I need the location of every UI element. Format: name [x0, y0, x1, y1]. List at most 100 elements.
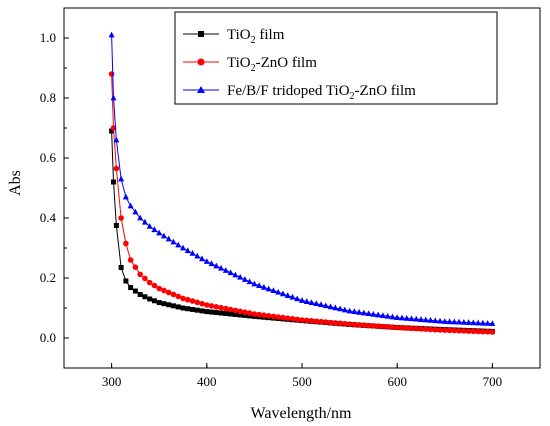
data-point: [341, 306, 348, 313]
data-point: [332, 304, 339, 311]
data-point: [384, 324, 391, 330]
data-point: [246, 310, 253, 316]
data-point: [190, 306, 196, 312]
legend-marker-square-icon: [198, 31, 204, 37]
data-point: [184, 247, 191, 254]
series-1: [108, 71, 496, 335]
data-point: [284, 292, 291, 298]
data-point: [213, 304, 220, 310]
data-point: [170, 291, 177, 298]
data-point: [356, 308, 363, 315]
data-point: [199, 308, 205, 314]
data-point: [175, 241, 182, 248]
data-point: [223, 311, 229, 317]
data-point: [142, 294, 148, 300]
data-point: [461, 328, 467, 334]
data-point: [232, 307, 239, 314]
data-point: [213, 310, 219, 316]
y-tick-label: 0.0: [40, 330, 56, 345]
data-point: [151, 282, 158, 289]
data-point: [346, 307, 353, 314]
data-point: [147, 296, 153, 302]
data-point: [160, 232, 167, 239]
data-point: [108, 31, 115, 38]
legend-label-fe-b-f: Fe/B/F tridoped TiO2-ZnO film: [227, 83, 416, 102]
data-point: [189, 298, 196, 304]
data-point: [475, 328, 481, 335]
data-point: [403, 314, 410, 321]
data-point: [413, 315, 420, 322]
data-point: [265, 313, 272, 319]
data-point: [175, 293, 182, 300]
data-point: [303, 317, 310, 324]
data-point: [299, 317, 305, 323]
data-point: [370, 310, 377, 317]
data-point: [127, 202, 134, 209]
data-point: [194, 252, 201, 259]
data-point: [399, 324, 405, 331]
data-point: [118, 215, 124, 221]
data-point: [166, 302, 172, 308]
data-point: [389, 313, 396, 320]
legend-entry-tio2: TiO2 film: [183, 27, 285, 46]
data-point: [437, 327, 443, 333]
y-tick-label: 0.6: [40, 150, 57, 165]
data-point: [170, 303, 176, 309]
y-tick-label: 0.8: [40, 90, 56, 105]
data-point: [465, 328, 472, 334]
legend-label-tio2: TiO2 film: [227, 27, 285, 46]
data-point: [161, 287, 167, 294]
legend-entry-fe-b-f: Fe/B/F tridoped TiO2-ZnO film: [183, 83, 416, 102]
data-point: [375, 323, 381, 329]
data-point: [451, 327, 458, 334]
data-point: [113, 165, 120, 172]
data-point: [432, 326, 439, 333]
x-tick-label: 300: [102, 374, 122, 389]
data-point: [489, 329, 496, 335]
data-point: [446, 318, 453, 325]
data-point: [132, 264, 139, 271]
data-point: [479, 319, 486, 326]
data-point: [323, 319, 329, 325]
data-point: [465, 319, 472, 325]
data-point: [484, 319, 491, 326]
data-point: [137, 292, 143, 297]
data-point: [351, 321, 358, 328]
data-point: [118, 265, 124, 270]
legend-entry-tio2-zno: TiO2-ZnO film: [183, 55, 317, 74]
data-point: [165, 289, 172, 296]
data-point: [437, 317, 444, 324]
data-point: [175, 304, 181, 310]
data-point: [237, 273, 244, 280]
data-point: [247, 313, 253, 319]
data-point: [389, 324, 396, 330]
data-point: [337, 305, 344, 312]
data-point: [199, 255, 206, 262]
data-point: [218, 264, 225, 271]
data-point: [480, 328, 486, 335]
data-point: [165, 235, 172, 242]
data-point: [132, 288, 138, 294]
data-point: [241, 276, 248, 282]
y-tick-label: 1.0: [40, 30, 56, 45]
data-point: [156, 229, 163, 236]
x-tick-label: 700: [483, 374, 503, 389]
data-point: [122, 193, 129, 200]
data-point: [161, 301, 167, 307]
legend: TiO2 film TiO2-ZnO film Fe/B/F tridoped …: [174, 11, 498, 105]
data-point: [242, 312, 248, 318]
data-point: [332, 320, 339, 326]
data-point: [232, 311, 238, 317]
data-point: [484, 329, 491, 335]
data-point: [313, 300, 320, 307]
data-point: [228, 311, 234, 317]
data-point: [109, 128, 115, 134]
series-layer: [108, 31, 496, 335]
data-point: [151, 298, 157, 304]
data-point: [318, 301, 325, 308]
data-point: [261, 312, 267, 319]
data-point: [237, 312, 243, 318]
data-point: [180, 305, 186, 311]
data-point: [170, 238, 177, 245]
